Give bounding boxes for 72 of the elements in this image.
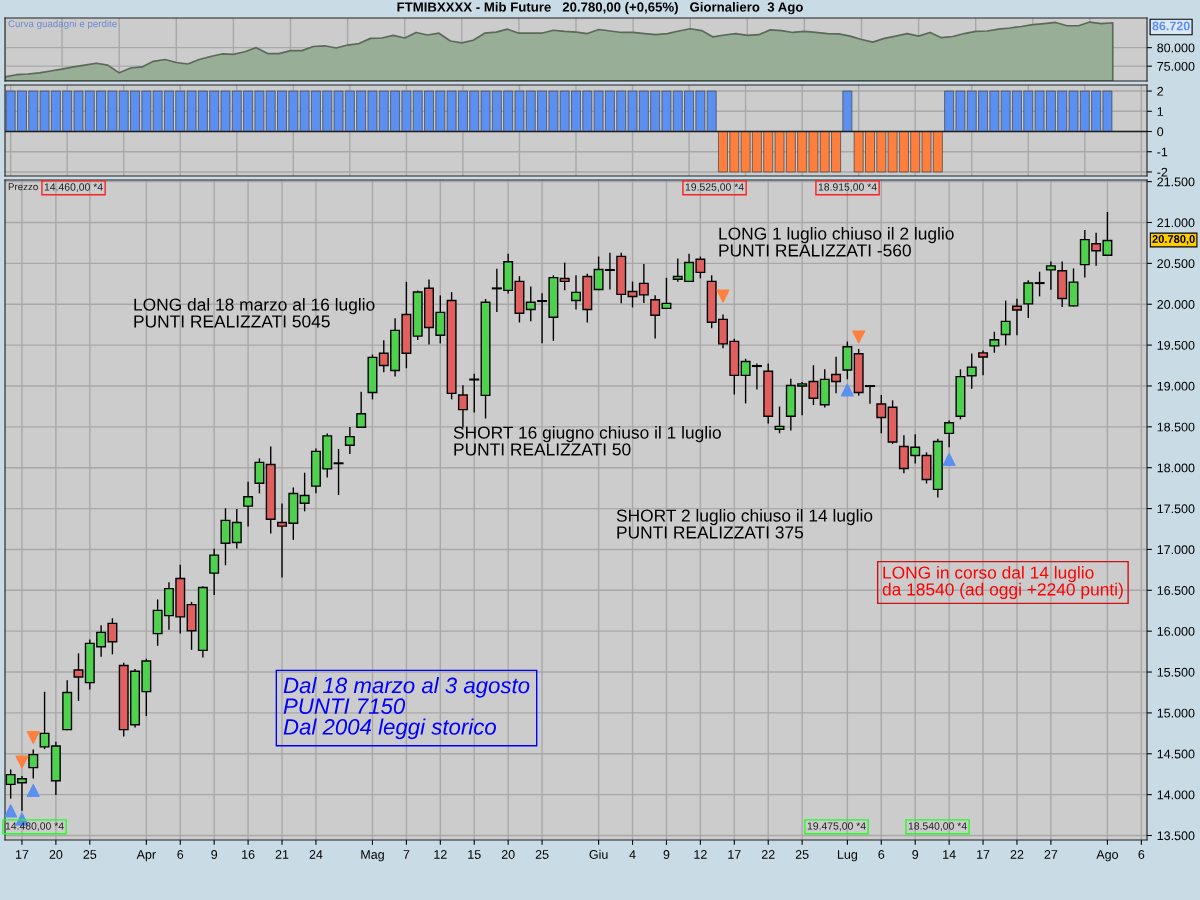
annotation: LONG dal 18 marzo al 16 luglio PUNTI REALIZZATI 5045: [134, 298, 375, 328]
y-tick-label: 2: [1157, 86, 1164, 96]
chart-title: FTMIBXXXX - Mib Future 20.780,00 (+0,65%) Giornaliero 3 Ago: [397, 2, 803, 15]
y-tick-label: 16.500: [1157, 586, 1195, 595]
y-tick-label: 16.000: [1157, 626, 1195, 636]
y-tick-label: 75.000: [1157, 61, 1195, 71]
y-tick-label: 18.500: [1157, 422, 1195, 432]
x-tick-label: Apr: [136, 850, 156, 862]
y-tick-label: 1: [1157, 107, 1164, 116]
text: 86.720: [1152, 21, 1190, 31]
y-tick-label: 21.500: [1157, 177, 1195, 187]
annotation: LONG in corso dal 14 luglio da 18540 (ad oggi +2240 punti): [882, 566, 1123, 599]
x-tick-label: 14: [943, 850, 956, 859]
y-tick-label: 15.500: [1157, 667, 1195, 677]
annotation: Prezzo: [8, 183, 38, 191]
x-tick-label: 24: [309, 850, 323, 859]
annotation: 19.525,00 *4: [685, 183, 744, 192]
text: 20.780,0: [1152, 235, 1195, 245]
y-tick-label: 80.000: [1157, 43, 1195, 53]
annotation: Curva guadagni e perdite: [8, 20, 117, 30]
x-tick-label: 17: [728, 850, 741, 859]
y-tick-label: 15.000: [1157, 708, 1195, 718]
annotation: 18.540,00 *4: [908, 822, 967, 831]
y-tick-label: 17.500: [1157, 504, 1195, 514]
y-tick-label: 21.000: [1157, 218, 1195, 228]
x-tick-label: 6: [1138, 850, 1145, 859]
x-tick-label: Mag: [361, 850, 384, 862]
annotation: 19.475,00 *4: [807, 822, 866, 831]
x-tick-label: 9: [912, 850, 919, 859]
y-tick-label: 19.500: [1157, 340, 1195, 350]
x-tick-label: 21: [275, 850, 289, 859]
annotation: 18.915,00 *4: [818, 183, 877, 192]
x-tick-label: 4: [629, 850, 636, 859]
y-tick-label: 20.500: [1157, 259, 1195, 269]
annotation: Dal 18 marzo al 3 agosto PUNTI 7150 Dal 2004 leggi storico: [283, 677, 530, 740]
y-tick-label: 14.000: [1157, 790, 1195, 800]
x-tick-label: 12: [434, 850, 447, 859]
y-tick-label: 19.000: [1157, 381, 1195, 391]
y-tick-label: -2: [1157, 167, 1168, 177]
x-tick-label: 25: [795, 850, 809, 859]
x-tick-label: Ago: [1096, 850, 1119, 862]
annotation: LONG 1 luglio chiuso il 2 luglio PUNTI REALIZZATI -560: [719, 227, 954, 257]
x-tick-label: 17: [15, 850, 29, 859]
annotation: SHORT 16 giugno chiuso il 1 luglio PUNTI REALIZZATI 50: [453, 426, 721, 456]
x-tick-label: Giu: [589, 849, 608, 859]
y-tick-label: 14.500: [1157, 749, 1195, 759]
x-tick-label: 9: [211, 850, 218, 859]
annotation: SHORT 2 luglio chiuso il 14 luglio PUNTI REALIZZATI 375: [616, 509, 873, 539]
x-tick-label: 6: [878, 850, 885, 859]
y-tick-label: 0: [1157, 127, 1164, 137]
x-tick-label: 25: [535, 850, 549, 859]
x-tick-label: 17: [977, 850, 990, 859]
x-tick-label: 22: [761, 850, 775, 859]
y-tick-label: 13.500: [1157, 831, 1195, 841]
x-tick-label: 7: [403, 850, 410, 859]
x-tick-label: Lug: [837, 850, 857, 862]
x-tick-label: 27: [1044, 850, 1058, 859]
x-tick-label: 9: [663, 850, 670, 859]
x-tick-label: 25: [83, 850, 97, 859]
x-tick-label: 12: [694, 850, 707, 859]
y-tick-label: 18.000: [1157, 463, 1195, 473]
annotation: 14.460,00 *4: [44, 183, 103, 192]
x-tick-label: 16: [242, 850, 255, 859]
x-tick-label: 22: [1010, 850, 1024, 859]
x-tick-label: 20: [49, 850, 63, 859]
y-tick-label: 20.000: [1157, 300, 1195, 309]
annotation: 14.480,00 *4: [5, 822, 64, 831]
x-tick-label: 20: [501, 850, 515, 859]
y-tick-label: -1: [1157, 147, 1168, 157]
x-tick-label: 6: [177, 850, 184, 859]
x-tick-label: 15: [468, 850, 481, 859]
y-tick-label: 17.000: [1157, 545, 1195, 555]
